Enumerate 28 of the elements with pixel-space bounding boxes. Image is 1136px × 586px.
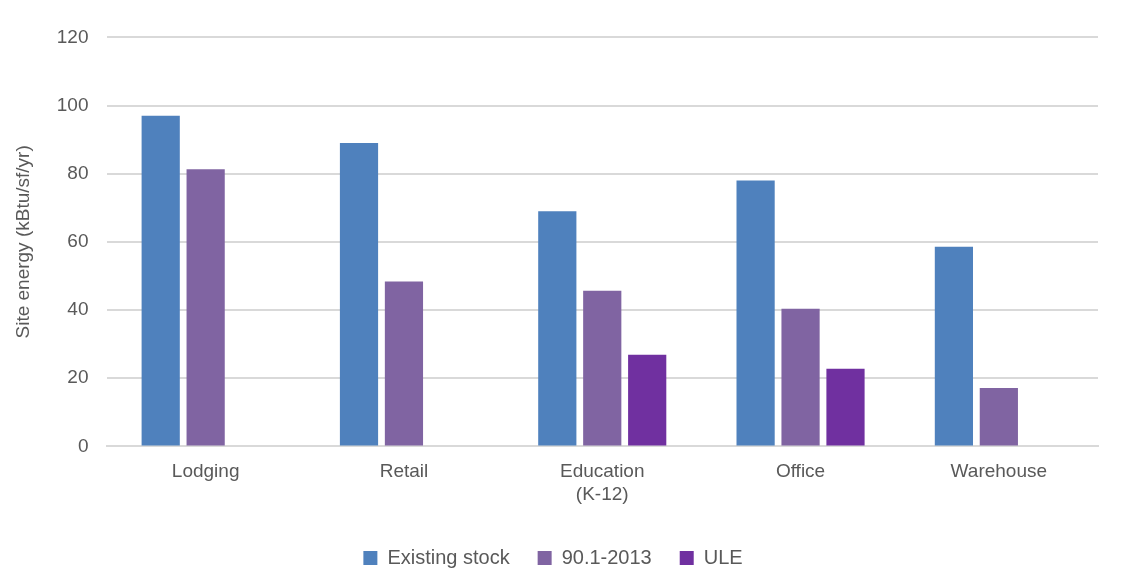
y-tick-label: 100	[56, 93, 89, 115]
x-tick-label: Office	[775, 460, 826, 482]
y-tick-label: 40	[67, 298, 89, 320]
y-tick-label: 0	[77, 434, 89, 456]
y-axis-title: Site energy (kBtu/sf/yr)	[11, 145, 33, 339]
bar	[384, 281, 424, 446]
bar	[141, 115, 180, 446]
x-tick-label: Warehouse	[950, 460, 1048, 482]
y-tick-label: 120	[56, 25, 89, 47]
x-tick-label: Lodging	[171, 460, 240, 482]
bar	[934, 246, 974, 446]
bar	[628, 354, 667, 446]
x-tick-label: Retail	[379, 460, 429, 482]
legend-label: Existing stock	[387, 545, 511, 568]
bar	[736, 180, 775, 446]
bar	[538, 211, 577, 446]
bar	[979, 388, 1018, 446]
bar	[583, 290, 622, 446]
legend-label: ULE	[703, 545, 743, 568]
y-tick-label: 20	[67, 366, 89, 388]
legend-label: 90.1-2013	[561, 545, 652, 568]
y-tick-label: 80	[67, 161, 89, 183]
bar	[186, 169, 225, 446]
bar	[781, 308, 820, 446]
bar	[826, 368, 865, 446]
y-tick-label: 60	[67, 230, 89, 252]
x-tick-label: Education (K-12)	[559, 460, 645, 504]
bar	[339, 143, 379, 446]
